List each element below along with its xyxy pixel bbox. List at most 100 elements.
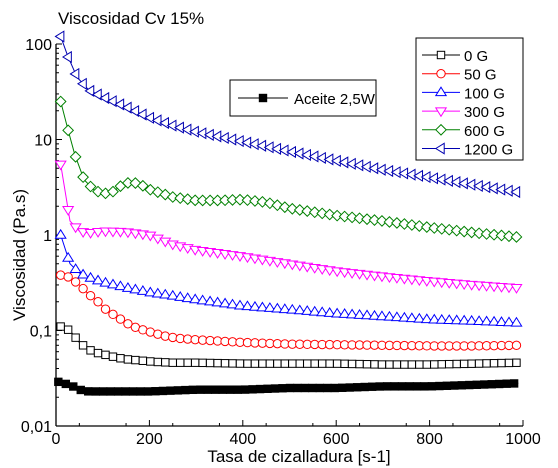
series-300-g: [54, 160, 523, 294]
data-point: [308, 383, 317, 393]
data-point: [413, 169, 424, 182]
data-point: [323, 306, 336, 317]
data-point: [181, 123, 192, 136]
legend-label: 100 G: [464, 85, 505, 102]
data-point: [480, 380, 489, 389]
data-point: [113, 387, 123, 396]
data-point: [263, 384, 272, 393]
data-point: [91, 274, 105, 285]
x-tick-label: 200: [136, 431, 163, 448]
data-point: [131, 355, 140, 365]
data-point: [78, 283, 88, 294]
data-point: [331, 307, 344, 318]
data-point: [240, 385, 250, 394]
data-point: [489, 359, 499, 368]
series-1200-g: [54, 30, 521, 199]
data-point: [151, 387, 160, 396]
data-point: [84, 84, 95, 97]
data-point: [368, 214, 381, 226]
data-point: [353, 212, 366, 225]
data-point: [146, 357, 155, 366]
legend-label: Aceite 2,5W: [294, 91, 376, 108]
data-point: [345, 383, 354, 392]
data-point: [91, 227, 105, 238]
data-point: [100, 304, 111, 314]
data-point: [308, 206, 321, 219]
data-point: [61, 379, 71, 389]
data-point: [303, 359, 312, 368]
data-point: [293, 383, 302, 393]
chart-title: Viscosidad Cv 15%: [58, 9, 204, 28]
legend-oil: Aceite 2,5W: [229, 79, 377, 117]
data-point: [63, 272, 73, 282]
data-point: [390, 311, 404, 322]
data-point: [218, 131, 229, 145]
data-point: [248, 300, 262, 311]
data-point: [213, 358, 222, 368]
data-point: [93, 297, 103, 307]
data-point: [325, 359, 334, 368]
data-point: [203, 128, 214, 141]
y-tick-label: 0,01: [21, 419, 52, 436]
data-point: [93, 348, 103, 358]
data-point: [377, 360, 387, 369]
data-point: [101, 350, 110, 360]
series-600-g: [54, 95, 523, 243]
data-point: [220, 359, 230, 368]
data-point: [241, 194, 254, 207]
data-point: [495, 229, 508, 242]
data-point: [62, 205, 75, 216]
data-point: [512, 358, 521, 367]
data-point: [121, 387, 130, 396]
data-point: [413, 312, 426, 323]
data-point: [116, 354, 125, 363]
data-point: [107, 185, 119, 198]
data-point: [76, 268, 90, 279]
data-point: [361, 213, 373, 226]
data-point: [286, 145, 297, 159]
data-point: [382, 382, 392, 391]
data-point: [84, 387, 93, 396]
data-point: [168, 358, 177, 367]
data-point: [330, 154, 341, 167]
data-point: [338, 308, 351, 318]
data-point: [428, 172, 438, 185]
data-point: [504, 358, 514, 368]
data-point: [495, 316, 508, 326]
data-point: [391, 217, 403, 229]
data-point: [196, 294, 209, 305]
data-point: [115, 314, 126, 324]
data-point: [286, 202, 299, 215]
data-point: [293, 147, 304, 160]
data-point: [510, 283, 523, 294]
data-point: [174, 121, 184, 134]
data-point: [443, 174, 453, 187]
data-point: [258, 359, 267, 368]
data-point: [392, 360, 402, 369]
data-point: [183, 358, 192, 367]
data-point: [383, 164, 394, 178]
data-point: [92, 185, 104, 198]
data-point: [250, 359, 260, 368]
data-point: [159, 116, 169, 130]
data-point: [166, 119, 177, 132]
data-point: [123, 319, 133, 329]
data-point: [203, 385, 212, 394]
data-point: [166, 386, 175, 395]
data-point: [360, 309, 374, 320]
data-point: [503, 230, 515, 243]
data-point: [256, 195, 269, 208]
data-point: [450, 314, 463, 325]
data-point: [278, 384, 287, 393]
data-point: [400, 360, 409, 369]
data-point: [450, 176, 461, 189]
data-point: [383, 216, 396, 228]
data-point: [241, 300, 254, 311]
legend-marker: [436, 69, 446, 79]
legend-marker: [434, 142, 445, 155]
data-point: [151, 186, 164, 199]
data-point: [331, 209, 344, 222]
data-point: [293, 304, 306, 315]
data-point: [487, 315, 501, 326]
